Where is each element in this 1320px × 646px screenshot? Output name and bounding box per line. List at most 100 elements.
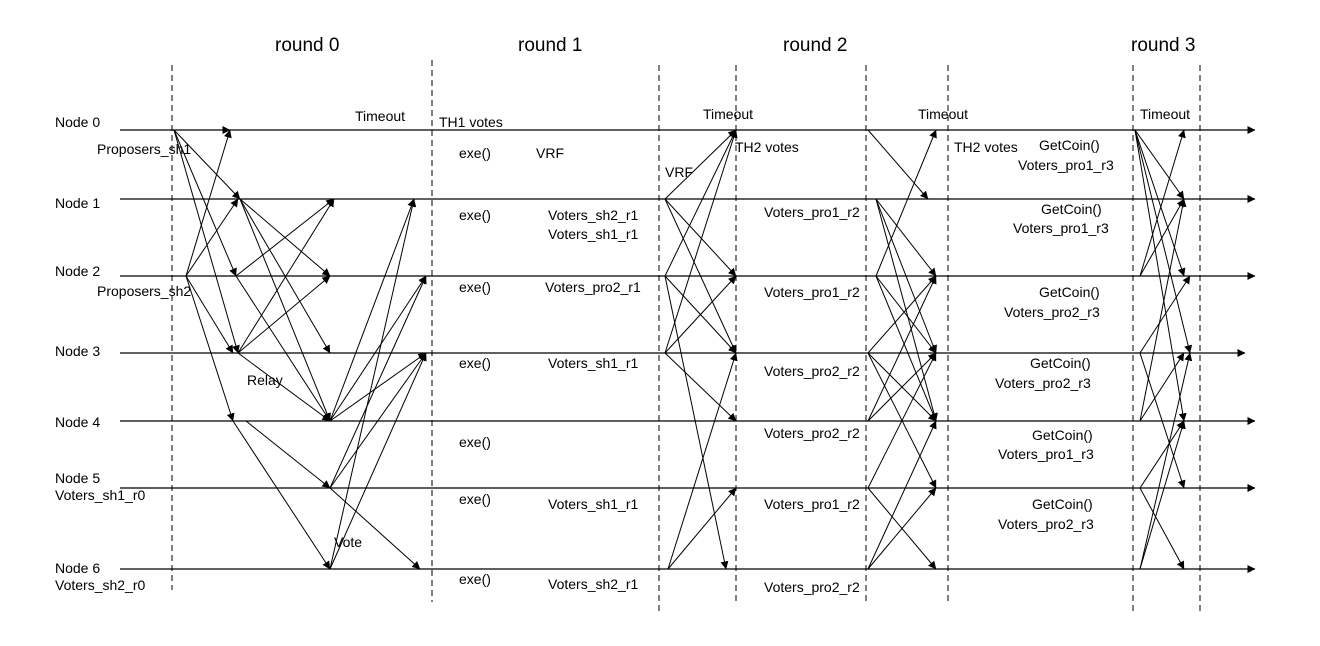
timeout-label: Timeout (703, 106, 753, 122)
message-arrow (867, 352, 937, 489)
voters-label: Voters_pro1_r2 (764, 284, 860, 300)
message-arrow (875, 198, 937, 277)
message-arrow (664, 129, 737, 277)
exe-label: exe() (459, 434, 491, 450)
round-header: round 1 (518, 35, 582, 56)
message-arrow (867, 352, 937, 422)
message-arrow (667, 352, 738, 570)
message-arrow (664, 198, 737, 354)
timeout-label: Timeout (1140, 106, 1190, 122)
message-arrow (235, 275, 331, 422)
message-arrow (664, 275, 737, 354)
message-arrow (237, 352, 331, 422)
message-arrow (329, 352, 427, 422)
node-label: Node 0 (55, 114, 100, 130)
voters-label: Voters_pro2_r3 (1004, 304, 1100, 320)
voters-label: Voters_pro1_r3 (1013, 220, 1109, 236)
vrf-label: VRF (665, 164, 693, 180)
exe-label: exe() (459, 207, 491, 223)
voters-label: Voters_sh2_r1 (548, 207, 638, 223)
th2-votes-label: TH2 votes (954, 139, 1018, 155)
message-arrow (1139, 275, 1191, 354)
exe-label: exe() (459, 571, 491, 587)
message-arrow (173, 129, 240, 354)
round-header: round 3 (1131, 35, 1195, 56)
message-arrow (245, 420, 331, 489)
message-arrow (1139, 129, 1186, 277)
message-arrow (237, 198, 335, 354)
message-arrow (1139, 487, 1185, 570)
message-arrow (867, 129, 929, 200)
message-arrows (173, 126, 1193, 570)
node-label: Node 3 (55, 343, 100, 359)
node-label: Node 4 (55, 414, 100, 430)
exe-label: exe() (459, 491, 491, 507)
voters-label: Voters_sh2_r1 (548, 576, 638, 592)
message-arrow (875, 198, 937, 354)
round1-annotations: TH1 votes exe() exe() exe() exe() exe() … (439, 106, 753, 592)
getcoin-label: GetCoin() (1039, 284, 1100, 300)
message-arrow (664, 352, 737, 422)
message-arrow (1139, 198, 1185, 277)
relay-label: Relay (247, 372, 283, 388)
message-arrow (664, 198, 737, 277)
node-label: Node 2 (55, 263, 100, 279)
voters-label: Voters_sh1_r1 (548, 226, 638, 242)
getcoin-label: GetCoin() (1039, 137, 1100, 153)
round2-annotations: TH2 votes Voters_pro1_r2 Voters_pro1_r2 … (735, 106, 1018, 595)
message-arrow (173, 129, 241, 200)
voters-label: Voters_pro1_r3 (1018, 157, 1114, 173)
voters-sh2-r0-label: Voters_sh2_r0 (55, 577, 145, 593)
message-arrow (1139, 352, 1186, 489)
exe-label: exe() (459, 355, 491, 371)
message-arrow (875, 129, 937, 277)
message-arrow (1134, 129, 1193, 354)
message-arrow (329, 198, 416, 422)
proposers-sh1-label: Proposers_sh1 (97, 141, 191, 157)
message-arrow (237, 275, 331, 354)
message-arrow (329, 487, 421, 570)
message-arrow (173, 129, 237, 277)
node-label: Node 1 (55, 195, 100, 211)
message-arrow (1134, 129, 1185, 200)
round-header: round 0 (275, 35, 339, 56)
node-labels: Node 0 Node 1 Node 2 Node 3 Node 4 Node … (55, 114, 100, 576)
voters-label: Voters_pro2_r2 (764, 363, 860, 379)
voters-label: Voters_pro1_r2 (764, 204, 860, 220)
voters-label: Voters_pro1_r3 (998, 446, 1094, 462)
th1-votes-label: TH1 votes (439, 114, 503, 130)
exe-label: exe() (459, 279, 491, 295)
message-arrow (867, 275, 937, 354)
message-arrow (867, 275, 937, 422)
message-arrow (239, 198, 331, 422)
round0-annotations: Proposers_sh1 Proposers_sh2 Relay Vote V… (55, 108, 405, 593)
message-arrow (875, 275, 937, 354)
round3-annotations: GetCoin() Voters_pro1_r3 GetCoin() Voter… (995, 106, 1190, 532)
timeout-label: Timeout (355, 108, 405, 124)
message-arrow (185, 198, 239, 277)
vote-label: Vote (334, 534, 362, 550)
exe-label: exe() (459, 145, 491, 161)
getcoin-label: GetCoin() (1030, 355, 1091, 371)
timeout-label: Timeout (918, 106, 968, 122)
proposers-sh2-label: Proposers_sh2 (97, 283, 191, 299)
timelines (120, 126, 1256, 573)
voters-label: Voters_pro2_r1 (545, 279, 641, 295)
message-arrow (185, 275, 234, 354)
node-label: Node 6 (55, 560, 100, 576)
message-arrow (329, 275, 427, 422)
message-arrow (1139, 420, 1185, 489)
message-arrow (185, 275, 235, 422)
message-arrow (1139, 352, 1193, 570)
message-arrow (664, 275, 729, 570)
message-arrow (329, 198, 417, 570)
message-arrow (867, 487, 937, 570)
getcoin-label: GetCoin() (1041, 201, 1102, 217)
message-arrow (239, 198, 331, 354)
getcoin-label: GetCoin() (1032, 427, 1093, 443)
message-arrow (867, 420, 937, 570)
message-arrow (185, 129, 232, 277)
round-header: round 2 (783, 35, 847, 56)
